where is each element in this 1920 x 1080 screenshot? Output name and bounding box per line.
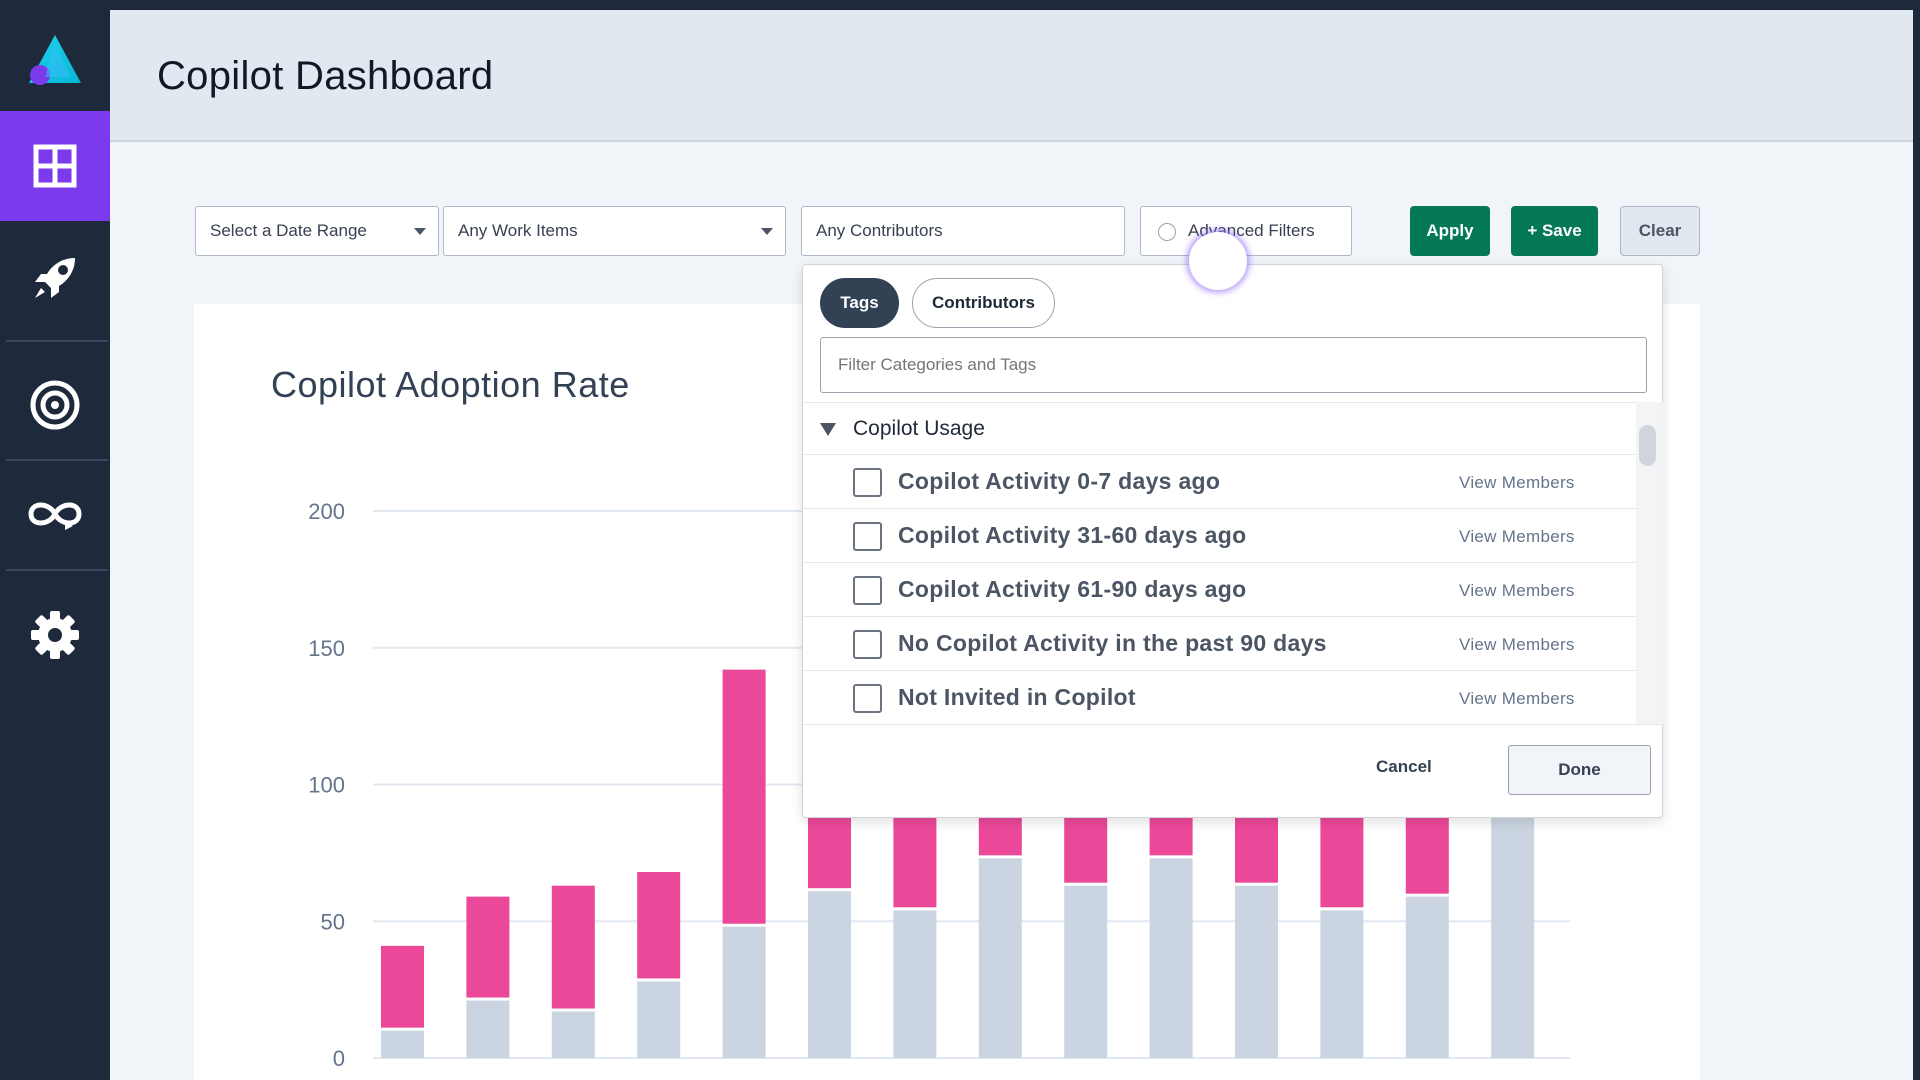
adoption-chart: 0 50 100 150 200 [308, 499, 1570, 1071]
contributors-dropdown: Tags Contributors Copilot Usage Copilot … [802, 264, 1664, 819]
tab-tags[interactable]: Tags [820, 278, 899, 328]
filter-tags-input[interactable] [820, 337, 1647, 393]
view-members-link[interactable]: View Members [1459, 689, 1575, 708]
list-item: No Copilot Activity in the past 90 days … [803, 617, 1636, 671]
view-members-link[interactable]: View Members [1459, 473, 1575, 492]
y-tick-label: 200 [308, 499, 345, 524]
chevron-down-icon [761, 228, 773, 235]
list-item: Copilot Activity 31-60 days ago View Mem… [803, 509, 1636, 563]
view-members-link[interactable]: View Members [1459, 581, 1575, 600]
item-label: Copilot Activity 61-90 days ago [898, 576, 1247, 602]
bar-segment-gray[interactable] [466, 1000, 510, 1058]
bar-segment-gray[interactable] [637, 981, 681, 1058]
cancel-button[interactable]: Cancel [1376, 757, 1432, 776]
bar-segment-gray[interactable] [808, 891, 851, 1058]
done-button[interactable]: Done [1508, 745, 1651, 795]
contributors-label: Any Contributors [816, 221, 943, 240]
sidebar-item-loop[interactable] [0, 459, 110, 569]
bar-segment-pink[interactable] [893, 817, 937, 908]
bar-segment-pink[interactable] [1064, 817, 1108, 883]
advanced-filters-toggle[interactable]: Advanced Filters [1140, 206, 1352, 256]
chart-title: Copilot Adoption Rate [271, 364, 630, 405]
checkbox[interactable] [853, 576, 882, 605]
bar-segment-pink[interactable] [466, 896, 510, 998]
bar-segment-pink[interactable] [1405, 814, 1449, 894]
item-label: Not Invited in Copilot [898, 684, 1136, 710]
bar-segment-pink[interactable] [1320, 817, 1364, 908]
sidebar-item-settings[interactable] [0, 580, 110, 690]
group-label: Copilot Usage [853, 417, 985, 440]
list-item: Not Invited in Copilot View Members [803, 671, 1636, 724]
infinity-loop-icon [28, 502, 82, 530]
date-range-label: Select a Date Range [210, 221, 367, 240]
bar-segment-gray[interactable] [893, 910, 937, 1058]
bar-segment-gray[interactable] [381, 1030, 424, 1058]
gear-icon [31, 611, 79, 659]
work-items-select[interactable]: Any Work Items [443, 206, 786, 256]
sidebar-item-deploy[interactable] [0, 223, 110, 333]
rocket-icon [35, 258, 75, 298]
cursor-indicator [1189, 232, 1247, 290]
tag-list: Copilot Usage Copilot Activity 0-7 days … [803, 402, 1636, 724]
bar-segment-pink[interactable] [808, 811, 851, 889]
view-members-link[interactable]: View Members [1459, 527, 1575, 546]
page-title: Copilot Dashboard [157, 54, 494, 98]
apply-button[interactable]: Apply [1410, 206, 1490, 256]
item-label: Copilot Activity 0-7 days ago [898, 468, 1221, 494]
scrollbar-thumb[interactable] [1639, 425, 1656, 466]
grid-icon [33, 144, 77, 188]
window-edge [1913, 10, 1920, 1080]
bar-segment-gray[interactable] [1149, 858, 1193, 1058]
tab-contributors[interactable]: Contributors [912, 278, 1055, 328]
checkbox[interactable] [853, 468, 882, 497]
bar-segment-gray[interactable] [1320, 910, 1364, 1058]
bar-segment-pink[interactable] [637, 872, 681, 979]
sidebar [0, 10, 110, 1080]
list-item: Copilot Activity 0-7 days ago View Membe… [803, 455, 1636, 509]
bar-segment-pink[interactable] [1235, 817, 1278, 883]
target-icon [30, 380, 80, 430]
dropdown-footer: Cancel Done [803, 724, 1664, 819]
item-label: No Copilot Activity in the past 90 days [898, 630, 1327, 656]
main-content: Copilot Dashboard Select a Date Range An… [110, 10, 1913, 1080]
work-items-label: Any Work Items [458, 221, 578, 240]
y-tick-label: 50 [321, 909, 345, 934]
sidebar-item-goals[interactable] [0, 350, 110, 460]
checkbox[interactable] [853, 684, 882, 713]
list-item: Copilot Activity 61-90 days ago View Mem… [803, 563, 1636, 617]
page-header: Copilot Dashboard [110, 10, 1913, 142]
bar-segment-gray[interactable] [1235, 885, 1278, 1058]
sidebar-divider [6, 459, 108, 461]
bar-segment-pink[interactable] [722, 669, 766, 924]
item-label: Copilot Activity 31-60 days ago [898, 522, 1247, 548]
bar-segment-gray[interactable] [1064, 885, 1108, 1058]
bar-segment-gray[interactable] [978, 858, 1022, 1058]
bar-segment-pink[interactable] [381, 945, 424, 1028]
contributors-select[interactable]: Any Contributors [801, 206, 1125, 256]
caret-down-icon[interactable] [820, 423, 836, 436]
radio-icon[interactable] [1158, 223, 1176, 241]
checkbox[interactable] [853, 630, 882, 659]
bar-segment-gray[interactable] [1491, 809, 1535, 1058]
bar-segment-pink[interactable] [551, 885, 595, 1009]
bar-segment-gray[interactable] [1405, 896, 1449, 1058]
view-members-link[interactable]: View Members [1459, 635, 1575, 654]
checkbox[interactable] [853, 522, 882, 551]
save-button[interactable]: + Save [1511, 206, 1598, 256]
y-tick-label: 0 [333, 1046, 345, 1071]
sidebar-divider [6, 340, 108, 342]
sidebar-item-dashboard[interactable] [0, 111, 110, 221]
chevron-down-icon [414, 228, 426, 235]
date-range-select[interactable]: Select a Date Range [195, 206, 439, 256]
clear-button[interactable]: Clear [1620, 206, 1700, 256]
bar-segment-gray[interactable] [551, 1011, 595, 1058]
group-copilot-usage[interactable]: Copilot Usage [803, 403, 1636, 455]
app-window: Copilot Dashboard Select a Date Range An… [0, 10, 1920, 1080]
triangle-logo-icon[interactable] [0, 10, 110, 110]
bar-segment-gray[interactable] [722, 926, 766, 1058]
sidebar-divider [6, 569, 108, 571]
y-tick-label: 150 [308, 636, 345, 661]
y-tick-label: 100 [308, 773, 345, 798]
